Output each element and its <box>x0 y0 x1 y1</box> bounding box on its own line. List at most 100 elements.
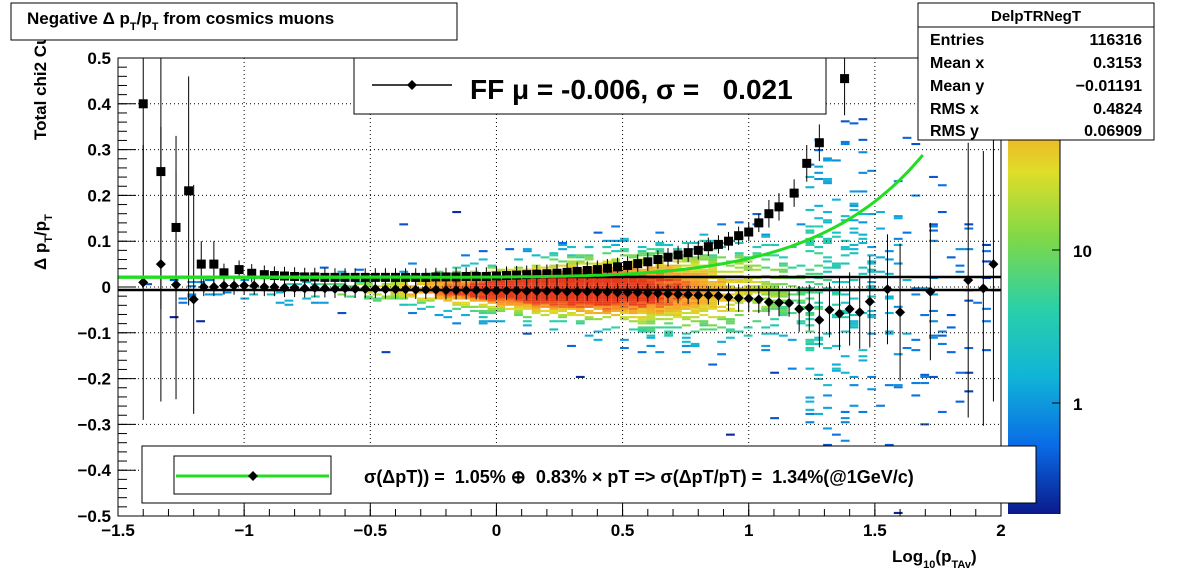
heatmap-cell <box>690 258 700 261</box>
heatmap-cell <box>567 256 576 259</box>
data-point-square <box>633 259 643 269</box>
heatmap-cell <box>611 295 620 298</box>
heatmap-cell <box>779 270 788 273</box>
heatmap-cell <box>637 326 647 329</box>
heatmap-cell <box>823 211 832 214</box>
heatmap-cell <box>779 256 788 259</box>
data-point-diamond <box>350 283 361 294</box>
heatmap-cell <box>505 248 515 251</box>
heatmap-cell <box>196 281 205 284</box>
data-point-diamond <box>481 285 492 296</box>
heatmap-cell <box>434 295 444 298</box>
heatmap-cell <box>637 322 647 325</box>
heatmap-cell <box>787 299 797 302</box>
heatmap-cell <box>655 266 665 269</box>
heatmap-cell <box>575 293 585 296</box>
heatmap-cell <box>637 305 647 308</box>
heatmap-cell <box>637 287 647 290</box>
heatmap-cell <box>558 314 567 317</box>
data-point-diamond <box>501 285 512 296</box>
data-point-diamond <box>400 284 411 295</box>
heatmap-cell <box>249 293 258 296</box>
data-point-diamond <box>882 284 893 295</box>
heatmap-cell <box>567 314 576 317</box>
heatmap-cell <box>611 303 620 306</box>
heatmap-cell <box>646 301 656 304</box>
heatmap-cell <box>337 270 347 273</box>
heatmap-cell <box>655 283 665 286</box>
heatmap-cell <box>593 262 603 265</box>
heatmap-cell <box>708 297 718 300</box>
heatmap-cell <box>840 215 850 218</box>
heatmap-cell <box>275 301 285 304</box>
heatmap-cell <box>699 301 709 304</box>
data-point-diamond <box>854 307 865 318</box>
heatmap-cell <box>399 291 409 294</box>
heatmap-cell <box>787 338 797 341</box>
data-point-diamond <box>814 314 825 325</box>
data-point-square <box>184 186 194 196</box>
data-point-diamond <box>572 286 583 297</box>
heatmap-cell <box>849 314 859 317</box>
heatmap-cell <box>929 375 938 378</box>
data-point-square <box>814 138 824 148</box>
heatmap-cell <box>699 299 709 302</box>
heatmap-cell <box>814 165 824 168</box>
heatmap-cell <box>337 285 347 288</box>
data-point-diamond <box>461 285 472 296</box>
heatmap-cell <box>434 297 444 300</box>
heatmap-cell <box>805 231 815 234</box>
x-axis-ticks: −1.5 −1 −0.5 0 0.5 1 1.5 2 <box>101 502 1006 540</box>
data-point-square <box>840 74 850 84</box>
heatmap-cell <box>593 285 603 288</box>
heatmap-cell <box>646 285 656 288</box>
heatmap-cell <box>761 235 771 238</box>
heatmap-cell <box>496 295 506 298</box>
data-point-diamond <box>451 285 462 296</box>
data-point-diamond <box>360 283 371 294</box>
heatmap-cell <box>496 281 506 284</box>
data-point-square <box>171 222 181 232</box>
heatmap-cell <box>805 229 815 232</box>
heatmap-cell <box>743 279 753 282</box>
heatmap-cell <box>522 281 532 284</box>
heatmap-cell <box>911 394 921 397</box>
legend-bottom-text: σ(ΔpT)) = 1.05% ⊕ 0.83% × pT => σ(ΔpT/pT… <box>364 467 914 487</box>
heatmap-cell <box>478 299 488 302</box>
heatmap-cell <box>284 299 294 302</box>
heatmap-cell <box>496 299 506 302</box>
heatmap-cell <box>805 241 815 244</box>
heatmap-cell <box>408 262 417 265</box>
series-diamond-points <box>138 126 999 426</box>
heatmap-cell <box>655 231 665 234</box>
heatmap-cell <box>673 316 682 319</box>
heatmap-cell <box>805 287 815 290</box>
data-point-diamond <box>269 282 280 292</box>
heatmap-cell <box>169 279 179 282</box>
heatmap-cell <box>858 171 868 174</box>
heatmap-cell <box>673 314 682 317</box>
heatmap-cell <box>567 279 576 282</box>
heatmap-cell <box>690 256 700 259</box>
heatmap-cell <box>452 322 462 325</box>
heatmap-cell <box>655 312 665 315</box>
data-point-diamond <box>824 304 835 315</box>
heatmap-cell <box>514 301 523 304</box>
heatmap-cell <box>646 295 656 298</box>
heatmap-cell <box>681 256 691 259</box>
heatmap-cell <box>593 338 603 341</box>
heatmap-cell <box>540 293 550 296</box>
data-point-diamond <box>430 284 441 295</box>
heatmap-cell <box>743 285 753 288</box>
heatmap-cell <box>761 332 771 335</box>
heatmap-cell <box>920 423 930 426</box>
heatmap-cell <box>390 283 400 286</box>
heatmap-cell <box>567 285 576 288</box>
heatmap-cell <box>611 305 620 308</box>
heatmap-cell <box>558 309 567 312</box>
heatmap-cell <box>681 299 691 302</box>
heatmap-cell <box>929 309 938 312</box>
heatmap-cell <box>805 186 815 189</box>
heatmap-cell <box>752 281 762 284</box>
heatmap-cell <box>867 260 877 263</box>
